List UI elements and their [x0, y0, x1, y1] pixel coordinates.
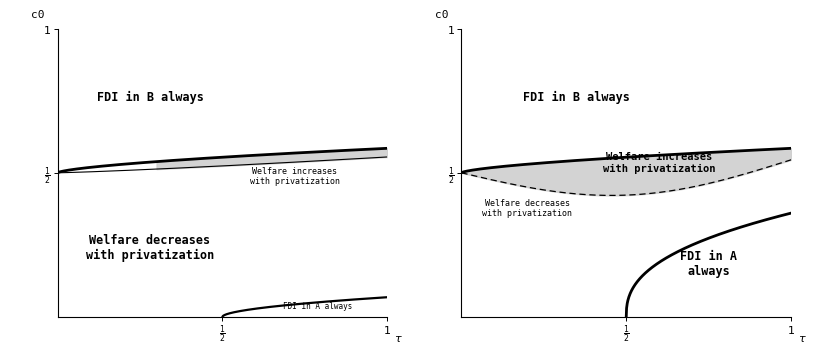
Text: Welfare decreases
with privatization: Welfare decreases with privatization [86, 234, 214, 262]
Text: $\tau$: $\tau$ [394, 334, 403, 344]
Text: FDI in B always: FDI in B always [523, 91, 630, 104]
Text: Welfare increases
with privatization: Welfare increases with privatization [250, 167, 340, 186]
Text: FDI in A
always: FDI in A always [680, 249, 737, 278]
Text: c0: c0 [435, 10, 448, 20]
Text: Welfare decreases
with privatization: Welfare decreases with privatization [482, 199, 573, 219]
Text: Welfare increases
with privatization: Welfare increases with privatization [603, 152, 715, 174]
Text: FDI in A always: FDI in A always [283, 302, 353, 311]
Text: FDI in B always: FDI in B always [96, 91, 204, 104]
Text: $\tau$: $\tau$ [798, 334, 807, 344]
Text: c0: c0 [31, 10, 44, 20]
